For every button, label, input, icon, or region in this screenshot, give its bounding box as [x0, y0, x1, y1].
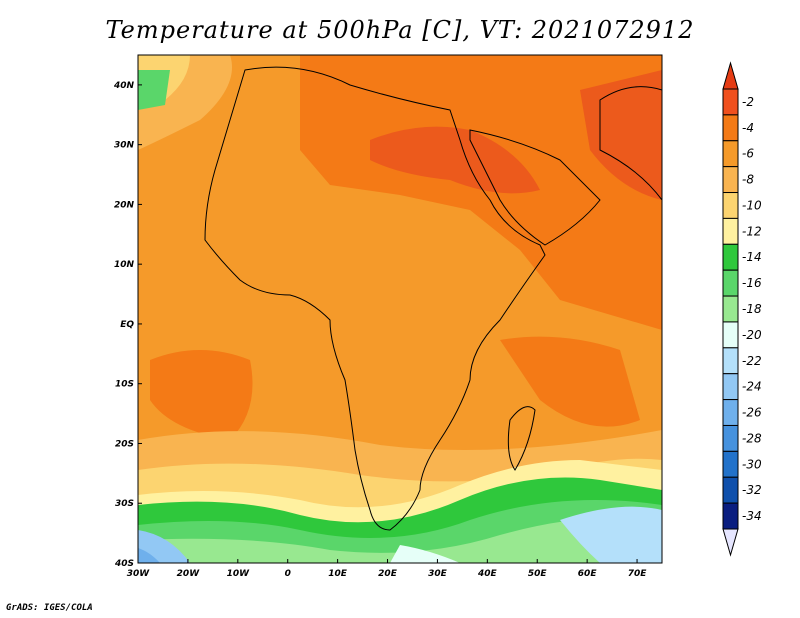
colorbar-swatch [722, 295, 739, 323]
colorbar-label: -32 [742, 483, 762, 497]
colorbar-label: -34 [742, 509, 762, 523]
y-tick-label: 10N [114, 260, 135, 270]
temperature-field [138, 55, 662, 563]
colorbar-swatch [722, 424, 739, 452]
y-tick-label: 30S [115, 499, 134, 509]
x-tick-label: 0 [285, 569, 291, 579]
x-tick-label: 30W [127, 569, 151, 579]
colorbar: -2 -4 -6 -8 -10 -12 -14 -16 -18 -20 -22 -24 -26 -28 -3… [722, 61, 762, 557]
x-tick-label: 40E [477, 569, 498, 579]
colorbar-label: -10 [742, 198, 762, 212]
colorbar-swatch [722, 321, 739, 349]
x-tick-label: 10E [328, 569, 348, 579]
x-tick-label: 30E [428, 569, 448, 579]
madagascar-coastline [507, 406, 536, 471]
x-axis: 30W 20W 10W 0 10E 20E 30E 40E 50E 60E 70E [127, 559, 647, 579]
colorbar-swatch [722, 88, 739, 116]
y-tick-label: 40S [114, 559, 134, 569]
x-tick-label: 70E [628, 569, 648, 579]
colorbar-swatch [722, 269, 739, 297]
colorbar-top-arrow [722, 61, 739, 90]
colorbar-swatch [722, 502, 739, 530]
india-coastline [599, 86, 662, 201]
arabia-coastline [469, 129, 601, 246]
y-tick-label: EQ [120, 320, 134, 330]
x-tick-label: 60E [578, 569, 598, 579]
colorbar-label: -16 [742, 276, 762, 290]
colorbar-label: -30 [742, 457, 762, 471]
y-tick-label: 30N [114, 141, 135, 151]
colorbar-swatch [722, 399, 739, 426]
y-tick-label: 40N [113, 81, 135, 91]
plot-frame [137, 54, 663, 564]
colorbar-swatch [722, 373, 739, 401]
colorbar-label: -12 [742, 224, 762, 238]
colorbar-swatch [722, 140, 739, 168]
colorbar-label: -28 [742, 431, 762, 445]
colorbar-label: -20 [742, 328, 762, 342]
colorbar-bottom-arrow [722, 528, 739, 557]
colorbar-swatch [722, 243, 739, 271]
y-tick-label: 20S [115, 439, 134, 449]
colorbar-swatch [722, 450, 739, 478]
coastlines [204, 66, 662, 531]
colorbar-label: -22 [742, 354, 762, 368]
colorbar-label: -2 [742, 95, 754, 109]
africa-coastline [204, 66, 546, 531]
x-tick-label: 20W [177, 569, 201, 579]
y-axis: 40N 30N 20N 10N EQ 10S 20S 30S 40S [113, 81, 142, 569]
x-tick-label: 10W [227, 569, 251, 579]
colorbar-swatch [722, 166, 739, 194]
x-tick-label: 50E [528, 569, 548, 579]
colorbar-swatch [722, 217, 739, 245]
colorbar-swatch [722, 347, 739, 375]
y-tick-label: 20N [114, 200, 135, 210]
colorbar-label: -26 [742, 406, 762, 420]
colorbar-label: -18 [742, 302, 762, 316]
colorbar-label: -4 [742, 121, 754, 135]
colorbar-label: -14 [742, 250, 762, 264]
x-tick-label: 20E [378, 569, 398, 579]
grads-credit: GrADS: IGES/COLA [6, 603, 93, 613]
colorbar-swatch [722, 114, 739, 142]
colorbar-swatch [722, 192, 739, 219]
colorbar-label: -8 [742, 173, 754, 187]
colorbar-label: -6 [742, 147, 754, 161]
map-title: Temperature at 500hPa [C], VT: 202107291… [105, 16, 695, 44]
y-tick-label: 10S [115, 380, 134, 390]
colorbar-swatch [722, 476, 739, 504]
colorbar-label: -24 [742, 380, 762, 394]
